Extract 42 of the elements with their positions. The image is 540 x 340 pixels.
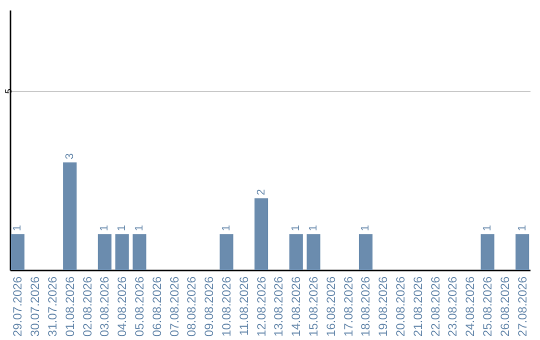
x-tick-label: 08.08.2026 — [184, 276, 199, 337]
x-tick-label: 05.08.2026 — [132, 276, 146, 337]
x-tick-label: 03.08.2026 — [98, 276, 112, 337]
x-tick-label: 17.08.2026 — [341, 276, 356, 337]
x-tick-label: 12.08.2026 — [254, 276, 268, 337]
x-tick-label: 19.08.2026 — [376, 276, 390, 337]
x-tick-label: 11.08.2026 — [236, 276, 251, 336]
data-label: 1 — [220, 225, 232, 232]
x-tick-label: 31.07.2026 — [45, 276, 60, 337]
x-tick-label: 21.08.2026 — [410, 276, 425, 337]
x-tick-label: 01.08.2026 — [62, 276, 77, 337]
x-tick-label: 14.08.2026 — [289, 276, 304, 337]
data-label: 3 — [64, 153, 76, 160]
data-label: 1 — [360, 225, 372, 232]
x-tick-label: 25.08.2026 — [480, 276, 495, 337]
x-tick-label: 16.08.2026 — [324, 276, 338, 337]
x-tick-label: 20.08.2026 — [394, 276, 408, 337]
data-label: 1 — [516, 225, 528, 232]
x-tick-label: 02.08.2026 — [80, 276, 94, 337]
data-label: 2 — [255, 189, 268, 196]
x-tick-label: 27.08.2026 — [515, 276, 530, 337]
x-tick-label: 13.08.2026 — [272, 276, 286, 337]
data-label: 1 — [116, 225, 128, 232]
data-label: 1 — [290, 225, 302, 232]
x-tick-label: 06.08.2026 — [150, 276, 164, 337]
x-tick-label: 29.07.2026 — [10, 276, 25, 337]
x-tick-label: 23.08.2026 — [446, 276, 460, 337]
x-tick-label: 07.08.2026 — [167, 276, 182, 337]
x-tick-label: 18.08.2026 — [358, 276, 373, 337]
data-label: 1 — [482, 225, 494, 232]
x-tick-label: 30.07.2026 — [28, 276, 42, 337]
x-tick-label: 24.08.2026 — [463, 276, 478, 337]
x-tick-label: 26.08.2026 — [498, 276, 512, 337]
x-tick-label: 15.08.2026 — [306, 276, 321, 337]
x-tick-label: 04.08.2026 — [115, 276, 130, 337]
x-tick-label: 22.08.2026 — [428, 276, 442, 337]
x-tick-label: 10.08.2026 — [219, 276, 234, 337]
data-label: 1 — [98, 225, 111, 232]
data-label: 1 — [12, 225, 24, 232]
data-label: 1 — [133, 225, 146, 232]
x-tick-label: 09.08.2026 — [202, 276, 216, 337]
data-label: 1 — [308, 225, 320, 232]
